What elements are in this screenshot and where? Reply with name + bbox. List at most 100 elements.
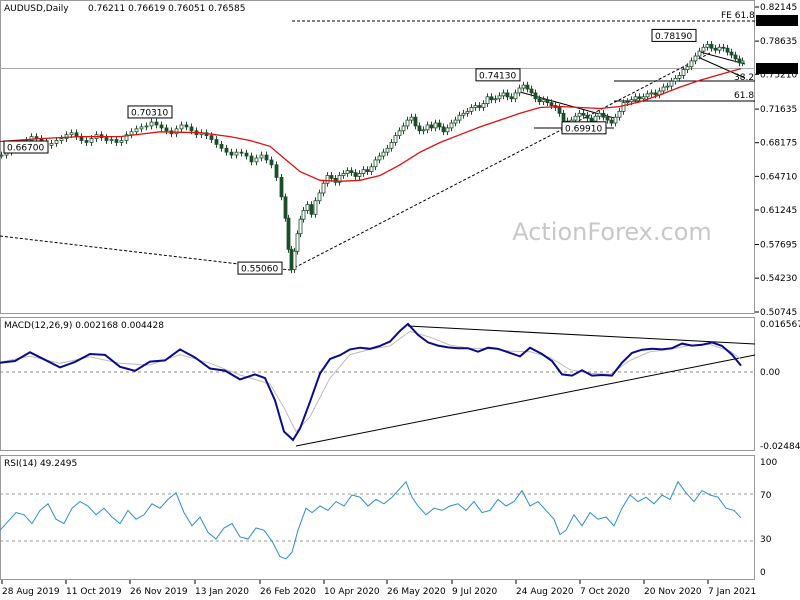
candle xyxy=(473,102,478,111)
candle xyxy=(0,151,4,159)
candle xyxy=(497,92,502,103)
candle xyxy=(721,43,726,52)
candle xyxy=(341,170,346,179)
rsi-tick-label: 100 xyxy=(760,458,777,468)
candle xyxy=(605,113,610,124)
candle xyxy=(457,111,462,124)
candle xyxy=(305,201,310,214)
fe-label: FE 61.8 xyxy=(721,11,755,21)
candle xyxy=(493,95,498,104)
candle xyxy=(433,119,438,132)
macd-panel xyxy=(0,317,755,451)
candle xyxy=(545,96,550,107)
candle xyxy=(425,121,430,134)
price-annotation: 0.69910 xyxy=(561,121,607,135)
price-tick-label: 0.54230 xyxy=(760,274,797,284)
candle xyxy=(179,121,184,133)
candle xyxy=(401,122,406,135)
date-tick-label: 10 Apr 2020 xyxy=(324,587,380,597)
candle xyxy=(249,152,254,166)
candle xyxy=(174,125,179,138)
candle xyxy=(134,125,139,136)
fib-61-label: 61.8 xyxy=(734,91,754,101)
candle xyxy=(321,179,326,197)
candle xyxy=(244,149,249,160)
candle xyxy=(184,121,189,131)
candle xyxy=(453,116,458,127)
candle xyxy=(701,43,706,55)
candle xyxy=(345,167,350,177)
last-price-badge: 0.76585 xyxy=(756,63,798,75)
candle xyxy=(661,83,666,95)
candle xyxy=(149,118,154,130)
candle xyxy=(673,74,678,85)
candle xyxy=(144,122,149,131)
annotation-group: 0.66700 0.70310 0.55060 0.74130 0.69910 0.781… xyxy=(3,28,697,275)
svg-text:0.70310: 0.70310 xyxy=(131,108,168,118)
candle xyxy=(685,63,690,74)
date-tick-label: 28 Aug 2019 xyxy=(2,587,60,597)
candle xyxy=(84,137,89,146)
candle xyxy=(159,121,164,132)
candle xyxy=(264,151,269,164)
price-tick-label: 0.50745 xyxy=(760,308,797,318)
candle xyxy=(713,44,718,54)
candle xyxy=(409,113,414,124)
candle xyxy=(537,95,542,106)
candle xyxy=(104,134,109,144)
candle xyxy=(501,89,506,100)
macd-support-line xyxy=(295,354,756,447)
macd-line xyxy=(0,322,742,442)
candle xyxy=(333,174,338,186)
candle xyxy=(437,119,442,131)
price-axis: 0.82145 0.78635 0.75210 0.71635 0.68175 0.647… xyxy=(755,3,798,318)
price-tick-label: 0.68175 xyxy=(760,139,797,149)
candle xyxy=(733,51,738,63)
candle xyxy=(709,40,714,52)
candle xyxy=(292,247,297,274)
svg-text:0.66700: 0.66700 xyxy=(7,144,44,154)
ohlc-header: 0.76211 0.76619 0.76051 0.76585 xyxy=(88,4,245,14)
macd-resistance-line xyxy=(407,325,756,345)
candle xyxy=(481,100,486,111)
candle xyxy=(154,118,159,129)
candle xyxy=(541,96,546,106)
macd-series-group xyxy=(0,322,742,442)
date-tick-label: 11 Oct 2019 xyxy=(66,587,122,597)
rising-trendline xyxy=(289,52,711,271)
candle xyxy=(373,156,378,171)
candle xyxy=(377,152,382,164)
svg-text:0.81350: 0.81350 xyxy=(759,17,796,27)
date-tick-label: 26 Feb 2020 xyxy=(260,587,316,597)
candle xyxy=(214,136,219,148)
price-tick-label: 0.64710 xyxy=(760,172,797,182)
candle xyxy=(234,148,239,159)
candle xyxy=(725,44,730,56)
candle xyxy=(689,57,694,71)
price-tick-label: 0.82145 xyxy=(760,3,797,13)
price-panel xyxy=(0,0,755,314)
candle xyxy=(229,148,234,159)
candle xyxy=(485,93,490,107)
candle xyxy=(649,89,654,98)
symbol-header: AUDUSD,Daily xyxy=(4,4,69,14)
rsi-tick-label: 0 xyxy=(760,568,766,578)
candle xyxy=(441,123,446,136)
macd-tick-label: 0.016567 xyxy=(760,320,800,330)
candle xyxy=(114,136,119,146)
candle xyxy=(669,77,674,90)
candle xyxy=(49,140,54,149)
candle xyxy=(621,99,626,115)
candle xyxy=(353,169,358,180)
candle xyxy=(139,123,144,133)
moving-average-line xyxy=(0,67,742,182)
date-tick-label: 26 Nov 2019 xyxy=(130,587,188,597)
candle xyxy=(697,47,702,60)
candle xyxy=(389,139,394,152)
price-series-group xyxy=(0,40,745,274)
candle xyxy=(529,85,534,97)
date-tick-label: 7 Oct 2020 xyxy=(580,587,630,597)
candle xyxy=(613,113,618,127)
candle xyxy=(295,230,300,255)
